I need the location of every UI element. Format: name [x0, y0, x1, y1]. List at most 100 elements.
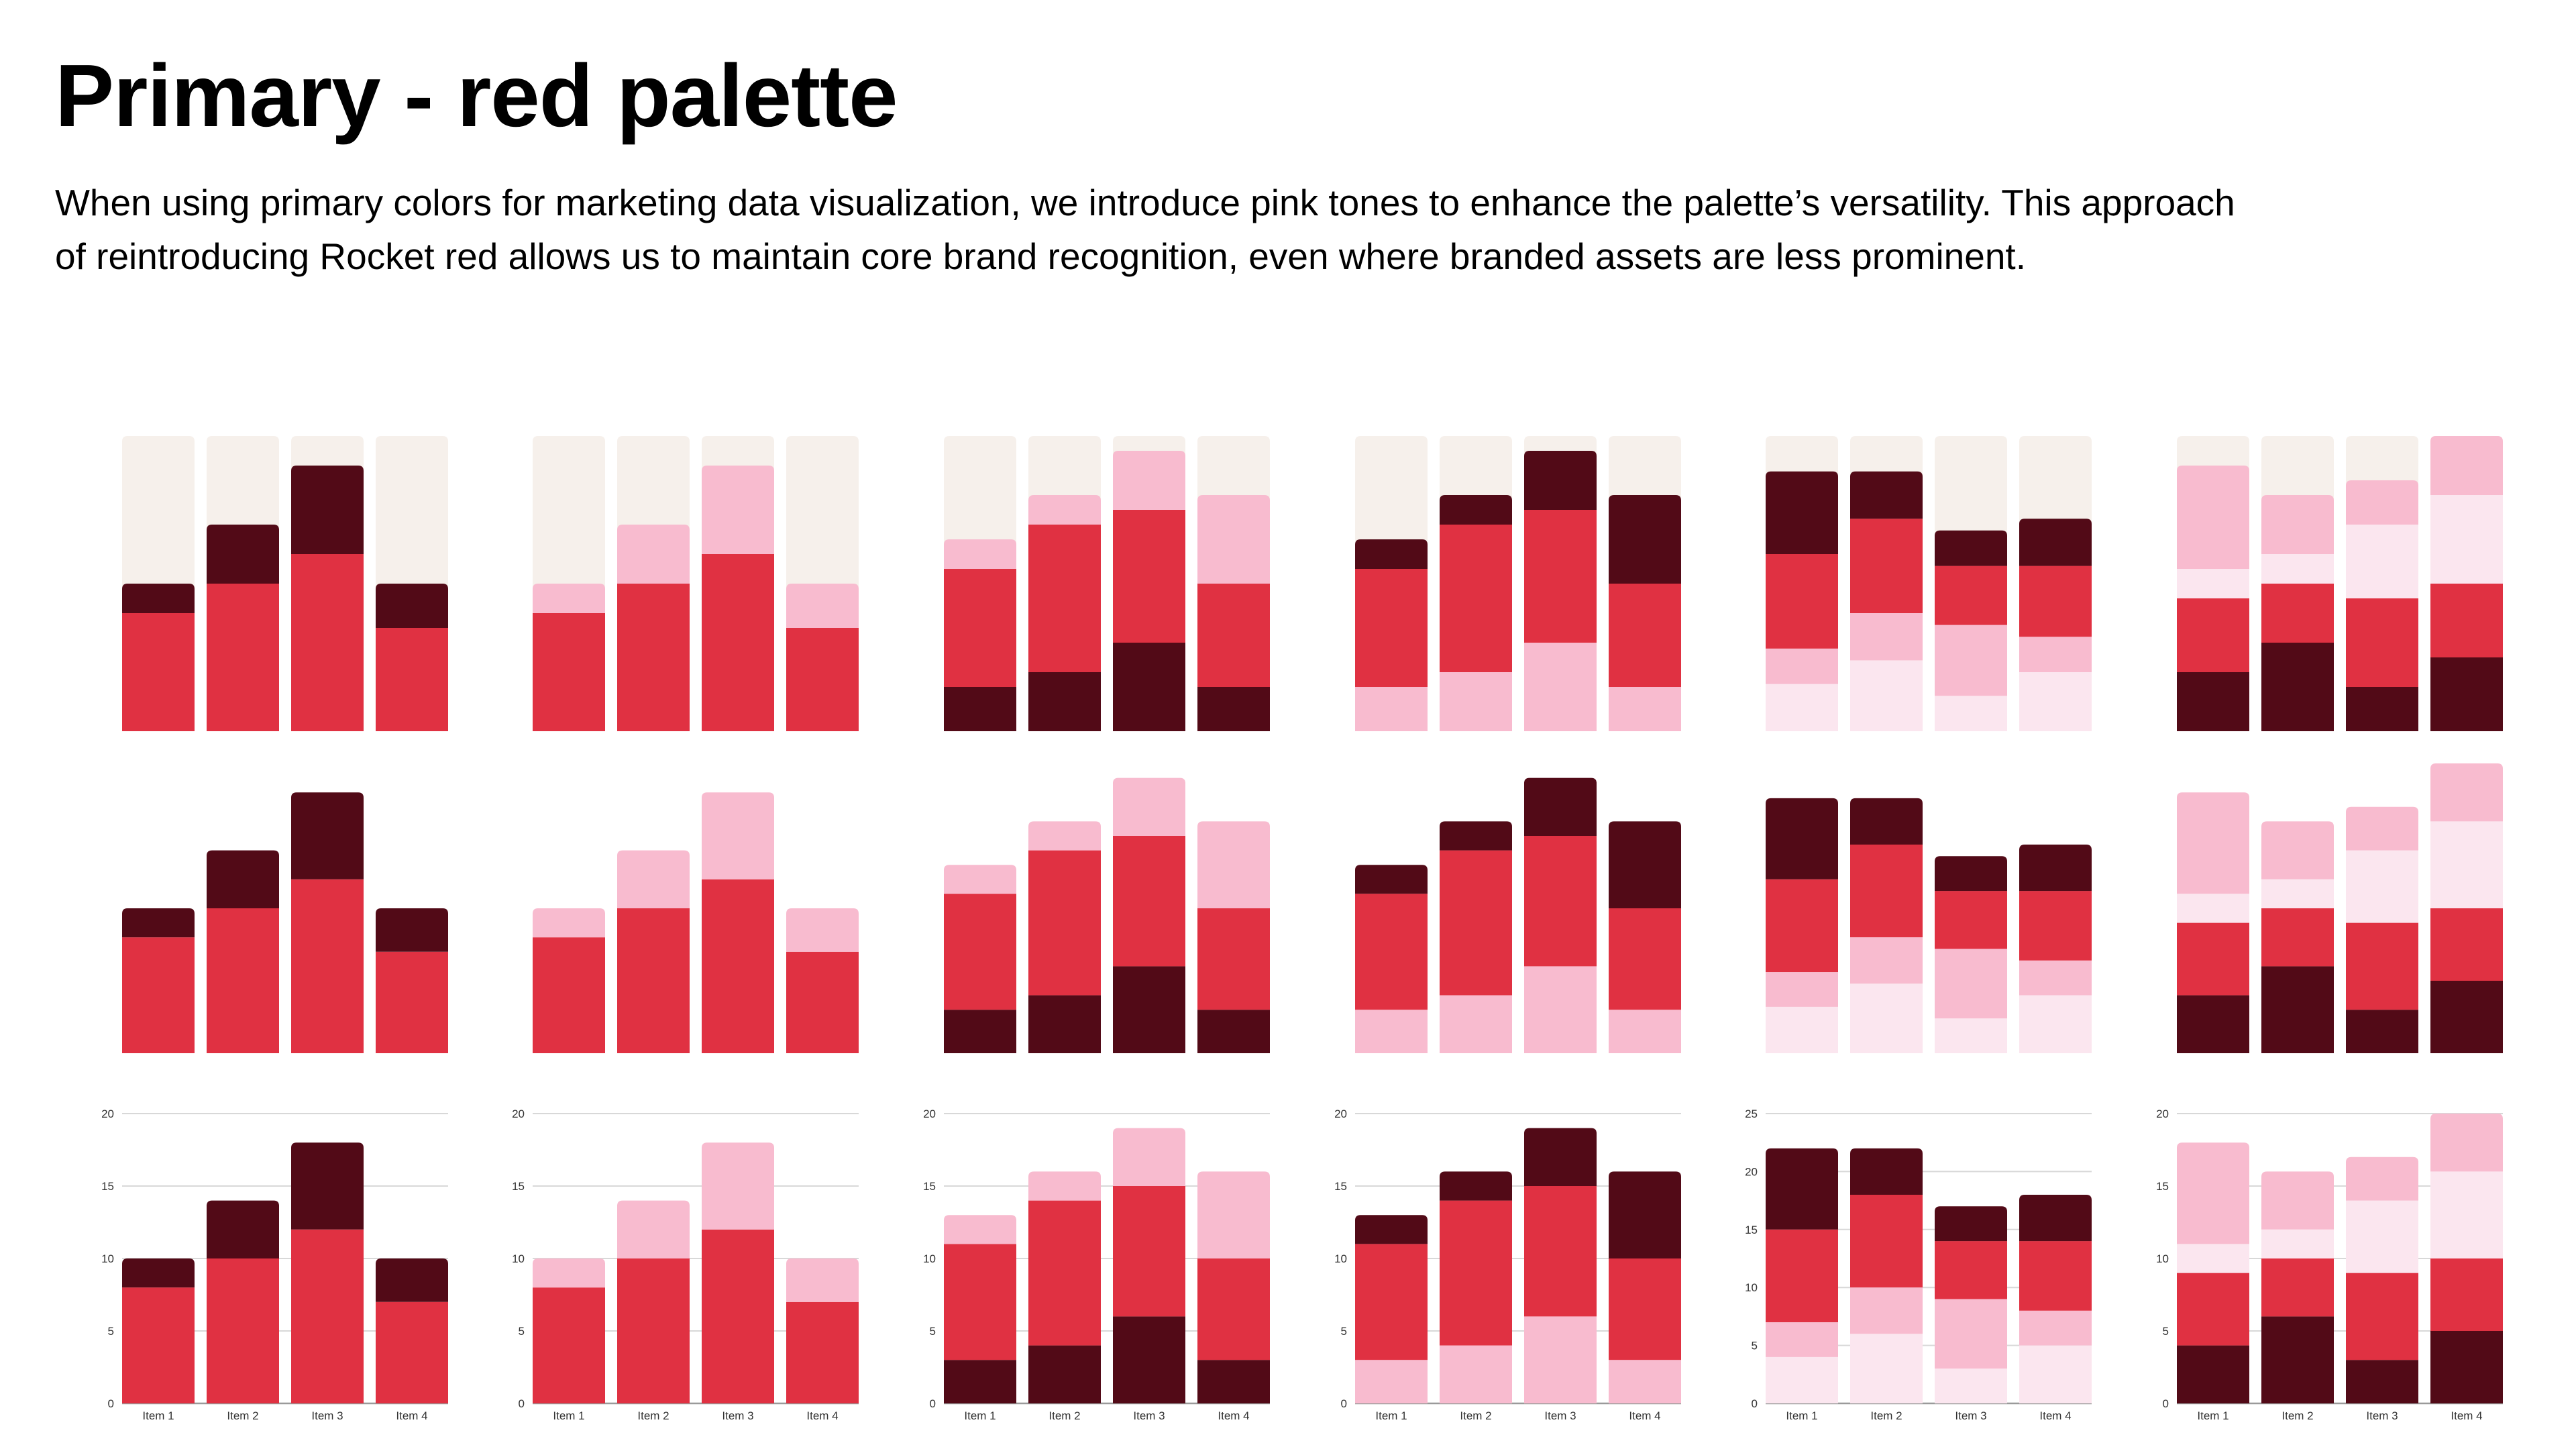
bar-segment [2346, 480, 2418, 525]
y-tick-label: 15 [101, 1180, 114, 1193]
y-tick-label: 20 [1745, 1165, 1758, 1178]
bar-segment [1028, 995, 1101, 1053]
bar-segment [1766, 684, 1838, 731]
bar-segment [122, 1287, 195, 1403]
bar-segment [2430, 908, 2503, 981]
bar-segment [2261, 643, 2334, 731]
bar-segment [1197, 1171, 1270, 1258]
x-tick-label: Item 1 [964, 1409, 996, 1422]
bar-segment [122, 1258, 195, 1288]
bar-segment [207, 1258, 279, 1403]
bar-segment [1850, 1334, 1923, 1403]
bar-segment [2177, 995, 2249, 1053]
bar-segment [1524, 1316, 1597, 1403]
bar-segment [1113, 1186, 1185, 1317]
y-tick-label: 5 [519, 1325, 525, 1338]
bar-segment [2019, 995, 2092, 1053]
x-tick-label: Item 4 [2039, 1409, 2071, 1422]
chart-16: 0 5 10 15 20 Item 1 Item 2 Item 3 Item 4 [1334, 1108, 1681, 1422]
bar-segment [2346, 922, 2418, 1010]
bar-segment [1355, 569, 1428, 687]
bar-segment [786, 908, 859, 952]
chart-7 [122, 792, 448, 1053]
bar-segment [1355, 1244, 1428, 1360]
x-tick-label: Item 3 [1955, 1409, 1986, 1422]
chart-3 [944, 436, 1270, 731]
bar-segment [1524, 966, 1597, 1053]
bar-segment [944, 1244, 1016, 1360]
x-tick-label: Item 2 [637, 1409, 669, 1422]
bar-segment [2261, 1171, 2334, 1230]
y-tick-label: 20 [512, 1108, 525, 1120]
bar-segment [1028, 1345, 1101, 1403]
bar-segment [1850, 519, 1923, 613]
y-tick-label: 0 [2163, 1397, 2169, 1410]
bar-segment [533, 1258, 605, 1288]
x-tick-label: Item 4 [1218, 1409, 1249, 1422]
bar-segment [1355, 687, 1428, 731]
chart-8 [533, 792, 859, 1053]
bar-segment [2346, 1200, 2418, 1273]
bar-segment [702, 792, 774, 879]
chart-17: 0 5 10 15 20 25 Item 1 Item 2 Item 3 Item 4 [1745, 1108, 2092, 1422]
bar-segment [1524, 836, 1597, 967]
bar-segment [1028, 525, 1101, 672]
bar-segment [1850, 798, 1923, 845]
bar-segment [1197, 584, 1270, 687]
bar-segment [617, 525, 690, 584]
bar-segment [1766, 1229, 1838, 1323]
bar-segment [1113, 1316, 1185, 1403]
x-tick-label: Item 4 [2451, 1409, 2482, 1422]
chart-6 [2177, 436, 2503, 731]
bar-segment [1850, 937, 1923, 984]
y-tick-label: 5 [108, 1325, 114, 1338]
bar-segment [2019, 844, 2092, 892]
bar-segment [2177, 894, 2249, 923]
x-tick-label: Item 1 [1786, 1409, 1817, 1422]
bar-segment [1609, 584, 1681, 687]
bar-segment [2177, 569, 2249, 598]
bar-segment [1440, 1345, 1512, 1403]
y-tick-label: 5 [930, 1325, 936, 1338]
bar-segment [291, 792, 364, 879]
bar-segment [122, 584, 195, 613]
bar-segment [207, 908, 279, 1053]
chart-18: 0 5 10 15 20 Item 1 Item 2 Item 3 Item 4 [2156, 1108, 2503, 1422]
bar-segment [2261, 1258, 2334, 1317]
bar-segment [1766, 879, 1838, 973]
y-tick-label: 10 [512, 1252, 525, 1265]
chart-5 [1766, 436, 2092, 731]
bar-segment [1197, 908, 1270, 1010]
bar-segment [2261, 495, 2334, 554]
bar-segment [2430, 821, 2503, 908]
bar-segment [533, 584, 605, 613]
bar-segment [1609, 821, 1681, 908]
bar-segment [2261, 879, 2334, 908]
bar-segment [617, 584, 690, 731]
bar-segment [122, 613, 195, 731]
bar-segment [1850, 1194, 1923, 1288]
bar-segment [944, 1360, 1016, 1403]
y-tick-label: 25 [1745, 1108, 1758, 1120]
x-tick-label: Item 4 [396, 1409, 427, 1422]
bar-segment [1935, 949, 2007, 1019]
bar-segment [122, 937, 195, 1053]
y-tick-label: 15 [1334, 1180, 1347, 1193]
y-tick-label: 5 [1752, 1340, 1758, 1352]
y-tick-label: 10 [101, 1252, 114, 1265]
bar-segment [1197, 1360, 1270, 1403]
bar-segment [2177, 672, 2249, 731]
bar-segment [786, 584, 859, 628]
bar-segment [207, 1200, 279, 1258]
bar-segment [2430, 584, 2503, 657]
bar-segment [533, 1287, 605, 1403]
x-tick-label: Item 2 [1049, 1409, 1080, 1422]
bar-segment [1935, 1018, 2007, 1053]
bar-segment [2019, 891, 2092, 961]
bar-segment [1609, 1360, 1681, 1403]
x-tick-label: Item 3 [722, 1409, 753, 1422]
chart-15: 0 5 10 15 20 Item 1 Item 2 Item 3 Item 4 [923, 1108, 1270, 1422]
bar-segment [2261, 966, 2334, 1053]
bar-segment [1766, 554, 1838, 649]
